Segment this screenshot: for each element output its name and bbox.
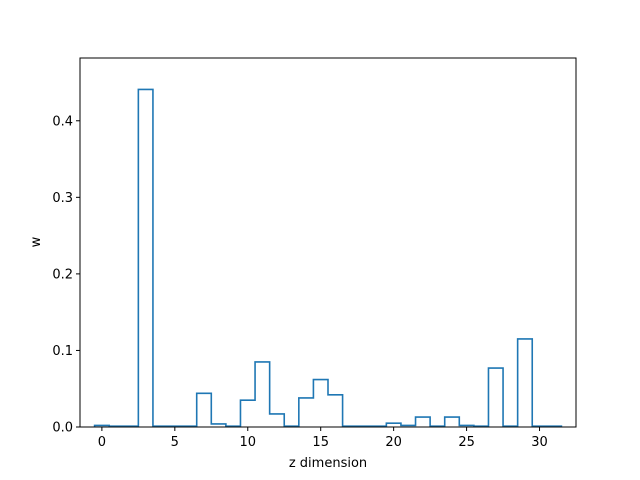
y-tick-label: 0.2: [52, 267, 73, 282]
y-axis-ticks: 0.0 0.1 0.2 0.3 0.4: [52, 114, 80, 436]
y-tick-label: 0.3: [52, 191, 73, 206]
y-tick-label: 0.1: [52, 344, 73, 359]
x-tick-label: 0: [98, 435, 106, 450]
y-axis-title: w: [29, 236, 44, 247]
x-tick-label: 10: [239, 435, 256, 450]
y-tick-label: 0.4: [52, 114, 73, 129]
x-tick-label: 15: [312, 435, 329, 450]
step-outline-series: [93, 88, 563, 428]
y-tick-label: 0.0: [52, 421, 73, 436]
x-axis-ticks: 0 5 10 15 20 25 30: [98, 427, 548, 450]
x-tick-label: 25: [458, 435, 475, 450]
x-tick-label: 5: [171, 435, 179, 450]
x-axis-title: z dimension: [289, 456, 367, 471]
x-tick-label: 20: [385, 435, 402, 450]
plot-frame: [79, 57, 577, 428]
plot-background: [80, 58, 576, 427]
x-tick-label: 30: [531, 435, 548, 450]
